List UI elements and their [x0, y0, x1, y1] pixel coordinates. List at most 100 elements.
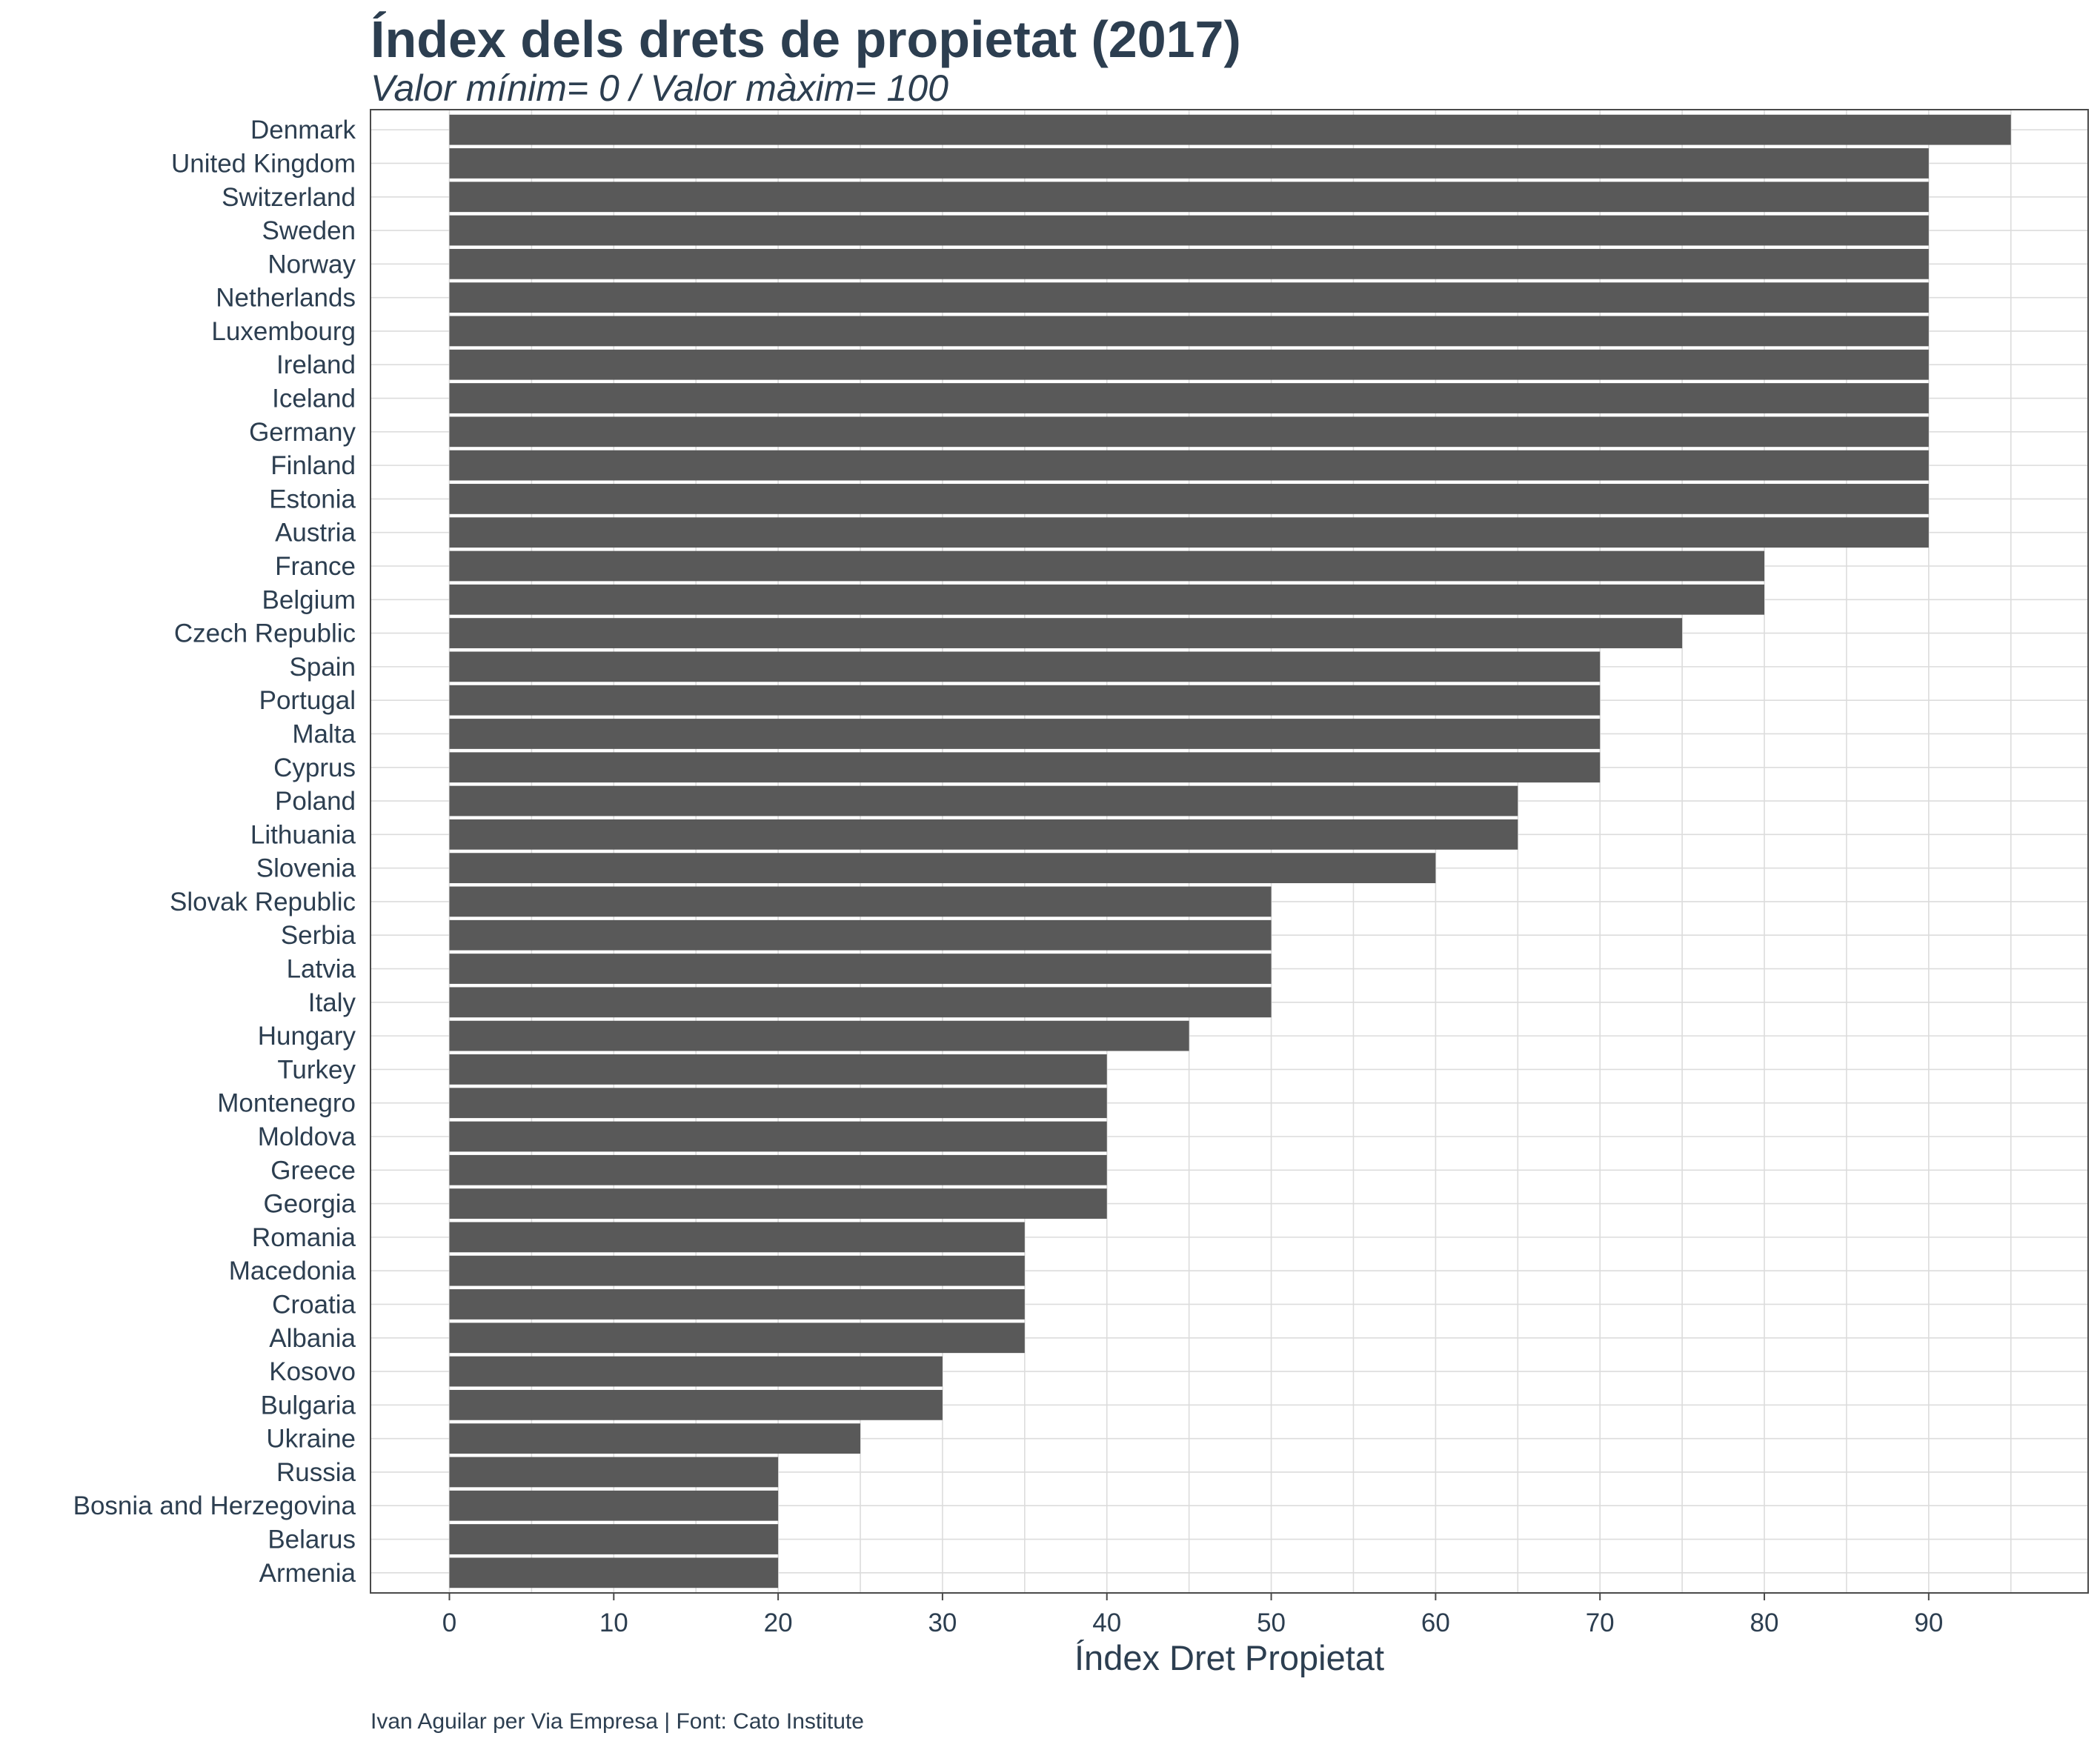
y-label-austria: Austria — [275, 519, 356, 548]
y-label-czech-republic: Czech Republic — [174, 619, 356, 648]
y-label-united-kingdom: United Kingdom — [171, 149, 356, 178]
bar-spain — [449, 651, 1601, 682]
y-label-norway: Norway — [268, 250, 356, 279]
chart-subtitle: Valor mínim= 0 / Valor màxim= 100 — [371, 67, 948, 109]
bar-slovenia — [449, 853, 1436, 884]
bar-belgium — [449, 584, 1765, 615]
bar-slovak-republic — [449, 886, 1272, 917]
x-axis-ticks: 0 10 20 30 40 50 60 70 80 90 — [442, 1593, 1943, 1637]
plot-frame — [370, 109, 2089, 1594]
bar-moldova — [449, 1121, 1107, 1152]
y-label-kosovo: Kosovo — [269, 1357, 356, 1386]
y-label-russia: Russia — [276, 1458, 356, 1487]
bar-denmark — [449, 114, 2011, 145]
bar-united-kingdom — [449, 148, 1929, 179]
y-label-macedonia: Macedonia — [229, 1257, 356, 1285]
x-tick-label: 50 — [1257, 1608, 1286, 1637]
bar-belarus — [449, 1524, 779, 1554]
y-label-switzerland: Switzerland — [222, 183, 356, 212]
bar-macedonia — [449, 1255, 1025, 1286]
y-label-finland: Finland — [270, 451, 356, 480]
x-axis-title: Índex Dret Propietat — [1074, 1638, 1384, 1677]
bar-finland — [449, 450, 1929, 481]
chart-title: Índex dels drets de propietat (2017) — [371, 10, 1241, 68]
x-tick-label: 10 — [599, 1608, 628, 1637]
y-label-belarus: Belarus — [268, 1526, 356, 1554]
bar-malta — [449, 719, 1601, 749]
y-label-moldova: Moldova — [258, 1122, 356, 1151]
y-label-montenegro: Montenegro — [217, 1089, 356, 1118]
x-tick-label: 90 — [1914, 1608, 1943, 1637]
y-label-slovak-republic: Slovak Republic — [170, 888, 356, 916]
bar-netherlands — [449, 282, 1929, 313]
bar-hungary — [449, 1020, 1189, 1051]
bar-estonia — [449, 484, 1929, 514]
bar-portugal — [449, 685, 1601, 716]
y-label-denmark: Denmark — [250, 116, 356, 144]
bar-latvia — [449, 954, 1272, 984]
bar-georgia — [449, 1188, 1107, 1219]
bar-turkey — [449, 1054, 1107, 1085]
bar-switzerland — [449, 182, 1929, 213]
x-tick-label: 30 — [928, 1608, 957, 1637]
y-label-hungary: Hungary — [258, 1022, 356, 1051]
bar-luxembourg — [449, 316, 1929, 347]
y-label-france: France — [275, 552, 356, 581]
bar-france — [449, 550, 1765, 582]
y-label-luxembourg: Luxembourg — [211, 317, 356, 346]
y-label-germany: Germany — [249, 418, 356, 447]
bar-kosovo — [449, 1356, 943, 1387]
bar-germany — [449, 416, 1929, 448]
x-tick-label: 60 — [1421, 1608, 1450, 1637]
bar-croatia — [449, 1289, 1025, 1320]
bar-lithuania — [449, 819, 1518, 850]
y-label-slovenia: Slovenia — [256, 854, 356, 883]
y-label-bulgaria: Bulgaria — [261, 1391, 356, 1420]
bar-romania — [449, 1222, 1025, 1253]
bar-ireland — [449, 349, 1929, 380]
bar-greece — [449, 1154, 1107, 1185]
x-tick-label: 70 — [1586, 1608, 1615, 1637]
y-label-turkey: Turkey — [277, 1055, 356, 1084]
y-label-spain: Spain — [289, 653, 356, 682]
y-label-greece: Greece — [270, 1156, 356, 1185]
y-label-belgium: Belgium — [262, 585, 356, 614]
y-label-estonia: Estonia — [269, 485, 356, 513]
bars — [449, 114, 2011, 1588]
bar-bosnia-and-herzegovina — [449, 1490, 779, 1521]
y-label-georgia: Georgia — [263, 1190, 356, 1219]
bar-norway — [449, 248, 1929, 279]
y-label-latvia: Latvia — [287, 955, 356, 984]
bar-montenegro — [449, 1088, 1107, 1119]
bar-ukraine — [449, 1423, 861, 1454]
x-tick-label: 0 — [442, 1608, 456, 1637]
y-label-albania: Albania — [269, 1324, 356, 1353]
y-label-ireland: Ireland — [276, 350, 356, 379]
bar-iceland — [449, 383, 1929, 413]
y-label-armenia: Armenia — [259, 1559, 356, 1588]
y-label-portugal: Portugal — [259, 686, 356, 715]
y-label-malta: Malta — [292, 719, 356, 748]
x-tick-label: 80 — [1750, 1608, 1779, 1637]
chart-caption: Ivan Aguilar per Via Empresa | Font: Cat… — [371, 1709, 864, 1734]
y-label-croatia: Croatia — [272, 1290, 356, 1319]
x-tick-label: 40 — [1092, 1608, 1121, 1637]
y-label-netherlands: Netherlands — [216, 284, 356, 313]
y-label-italy: Italy — [308, 988, 356, 1017]
bar-cyprus — [449, 752, 1601, 783]
y-label-romania: Romania — [252, 1223, 356, 1252]
x-tick-label: 20 — [764, 1608, 793, 1637]
y-label-serbia: Serbia — [281, 921, 356, 950]
y-label-ukraine: Ukraine — [266, 1425, 356, 1454]
y-label-iceland: Iceland — [272, 385, 356, 413]
bar-italy — [449, 987, 1272, 1018]
bar-armenia — [449, 1557, 779, 1588]
y-label-sweden: Sweden — [262, 216, 356, 245]
bar-czech-republic — [449, 618, 1683, 648]
bar-albania — [449, 1323, 1025, 1354]
y-label-cyprus: Cyprus — [273, 753, 356, 782]
bar-sweden — [449, 215, 1929, 246]
bar-bulgaria — [449, 1389, 943, 1420]
y-label-lithuania: Lithuania — [250, 820, 356, 849]
